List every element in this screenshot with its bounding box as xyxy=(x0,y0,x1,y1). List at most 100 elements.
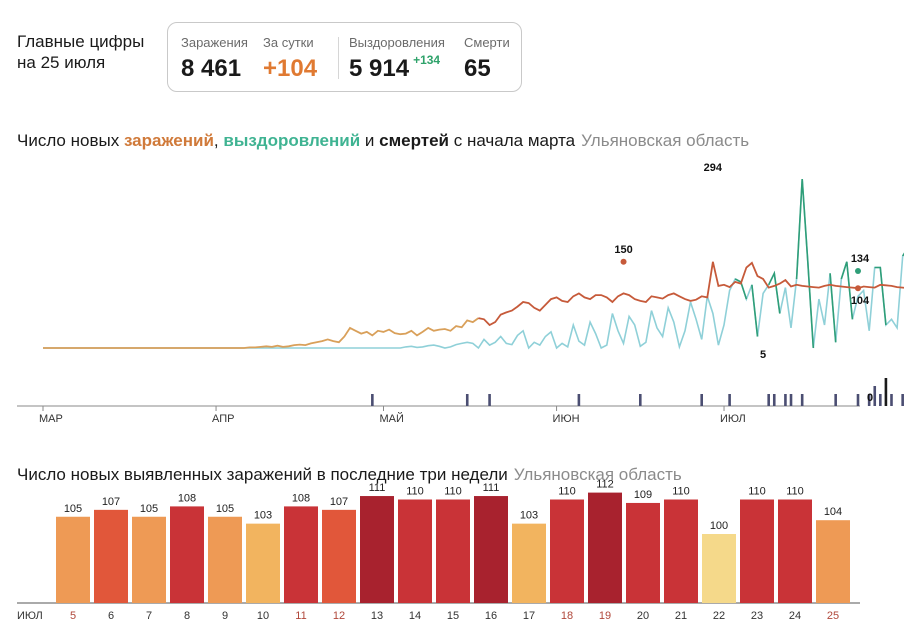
recoveries-line-peak xyxy=(795,178,815,349)
bar-day-label: 23 xyxy=(751,610,763,622)
deaths-bar xyxy=(890,394,893,406)
chart1-title-comma: , xyxy=(213,131,224,150)
bar-value-label: 110 xyxy=(748,486,766,498)
stat-delta: +134 xyxy=(413,53,441,67)
bar-day-label: 14 xyxy=(409,610,421,622)
bar-value-label: 110 xyxy=(558,486,576,498)
bar-day-label: 19 xyxy=(599,610,611,622)
deaths-bar xyxy=(789,394,793,406)
bar xyxy=(322,509,356,603)
stat-label: За сутки xyxy=(263,35,314,50)
stat-infections: Заражения 8 461 xyxy=(181,35,248,83)
deaths-label: 5 xyxy=(760,349,766,361)
bar-day-label: 22 xyxy=(713,610,725,622)
headline: Главные цифры на 25 июля xyxy=(17,32,145,72)
deaths-bar xyxy=(800,394,804,406)
bar-day-label: 24 xyxy=(789,610,801,622)
deaths-bar xyxy=(901,394,904,406)
infections-label: 104 xyxy=(851,295,870,307)
recoveries-line-peak xyxy=(874,266,887,326)
bar-value-label: 110 xyxy=(672,486,690,498)
bar xyxy=(284,506,318,603)
chart1-title-deaths: смертей xyxy=(379,131,450,150)
bar-value-label: 105 xyxy=(140,503,158,515)
bar-value-label: 108 xyxy=(292,492,310,504)
chart1-title-suffix: с начала марта xyxy=(449,131,576,150)
bar xyxy=(626,502,660,603)
deaths-bar xyxy=(879,394,882,406)
bar-day-label: 17 xyxy=(523,610,535,622)
x-tick-label: ИЮЛ xyxy=(720,413,746,425)
bar-day-label: 15 xyxy=(447,610,459,622)
bar-value-label: 107 xyxy=(330,496,348,508)
chart2-title-text: Число новых выявленных заражений в после… xyxy=(17,465,508,484)
bar-day-label: 20 xyxy=(637,610,649,622)
stat-label: Смерти xyxy=(464,35,510,50)
recoveries-marker xyxy=(855,267,861,274)
bar xyxy=(778,499,812,603)
bar-value-label: 108 xyxy=(178,492,196,504)
bar-value-label: 107 xyxy=(102,496,120,508)
stat-value: 8 461 xyxy=(181,55,242,82)
recoveries-label: 294 xyxy=(704,162,723,174)
stat-value: +104 xyxy=(263,55,318,82)
bar xyxy=(436,499,470,603)
stat-value: 65 xyxy=(464,55,491,82)
bar xyxy=(702,534,736,603)
recoveries-line xyxy=(43,301,692,350)
stat-label: Выздоровления xyxy=(349,35,445,50)
bar-value-label: 105 xyxy=(216,503,234,515)
deaths-bar xyxy=(577,394,581,406)
stat-value-number: 5 914 xyxy=(349,55,410,82)
bar-value-label: 105 xyxy=(64,503,82,515)
key-figures-panel: Заражения 8 461 За сутки +104 Выздоровле… xyxy=(167,22,522,92)
bar-day-label: 5 xyxy=(70,610,76,622)
bar xyxy=(664,499,698,603)
bar-day-label: 16 xyxy=(485,610,497,622)
deaths-bar xyxy=(728,394,731,406)
bar xyxy=(740,499,774,603)
bar xyxy=(474,496,508,603)
bar xyxy=(398,499,432,603)
bar-value-label: 110 xyxy=(786,486,804,498)
chart1-title: Число новых заражений, выздоровлений и с… xyxy=(17,131,749,151)
bar-value-label: 103 xyxy=(520,510,538,522)
divider xyxy=(338,37,339,79)
deaths-bar xyxy=(700,394,703,406)
bar-value-label: 110 xyxy=(406,486,424,498)
stat-label: Заражения xyxy=(181,35,248,50)
deaths-bar xyxy=(767,394,770,406)
bar-day-label: 10 xyxy=(257,610,269,622)
chart1-title-and: и xyxy=(360,131,380,150)
bar-day-label: 6 xyxy=(108,610,114,622)
bar-value-label: 104 xyxy=(824,506,842,518)
deaths-bar xyxy=(884,378,888,406)
bar-day-label: 7 xyxy=(146,610,152,622)
chart1-title-recoveries: выздоровлений xyxy=(223,131,361,150)
recoveries-line-peak xyxy=(767,270,781,314)
x-tick-label: МАЙ xyxy=(380,412,404,425)
bar xyxy=(132,516,166,603)
chart1-region: Ульяновская область xyxy=(581,131,750,150)
x-tick-label: ИЮН xyxy=(553,413,580,425)
stat-value: 5 914 +134 xyxy=(349,53,445,83)
stat-daily: За сутки +104 xyxy=(263,35,317,83)
infections-marker xyxy=(620,258,627,265)
bar xyxy=(56,516,90,603)
bar-value-label: 100 xyxy=(710,520,728,532)
infections-label: 150 xyxy=(614,244,632,256)
recoveries-label: 134 xyxy=(851,253,870,265)
stat-recoveries: Выздоровления 5 914 +134 xyxy=(349,35,445,83)
bar xyxy=(360,496,394,603)
stat-deaths: Смерти 65 xyxy=(464,35,510,83)
chart1-title-infections: заражений xyxy=(123,131,214,150)
bar xyxy=(208,516,242,603)
bar-day-label: 25 xyxy=(827,610,839,622)
bar xyxy=(94,509,128,603)
recoveries-line-peak xyxy=(751,284,759,337)
bar-day-label: 11 xyxy=(295,610,306,622)
bar-value-label: 109 xyxy=(634,489,652,501)
x-tick-label: МАР xyxy=(39,413,63,425)
bar-day-label: 18 xyxy=(561,610,573,622)
bar-value-label: 103 xyxy=(254,510,272,522)
